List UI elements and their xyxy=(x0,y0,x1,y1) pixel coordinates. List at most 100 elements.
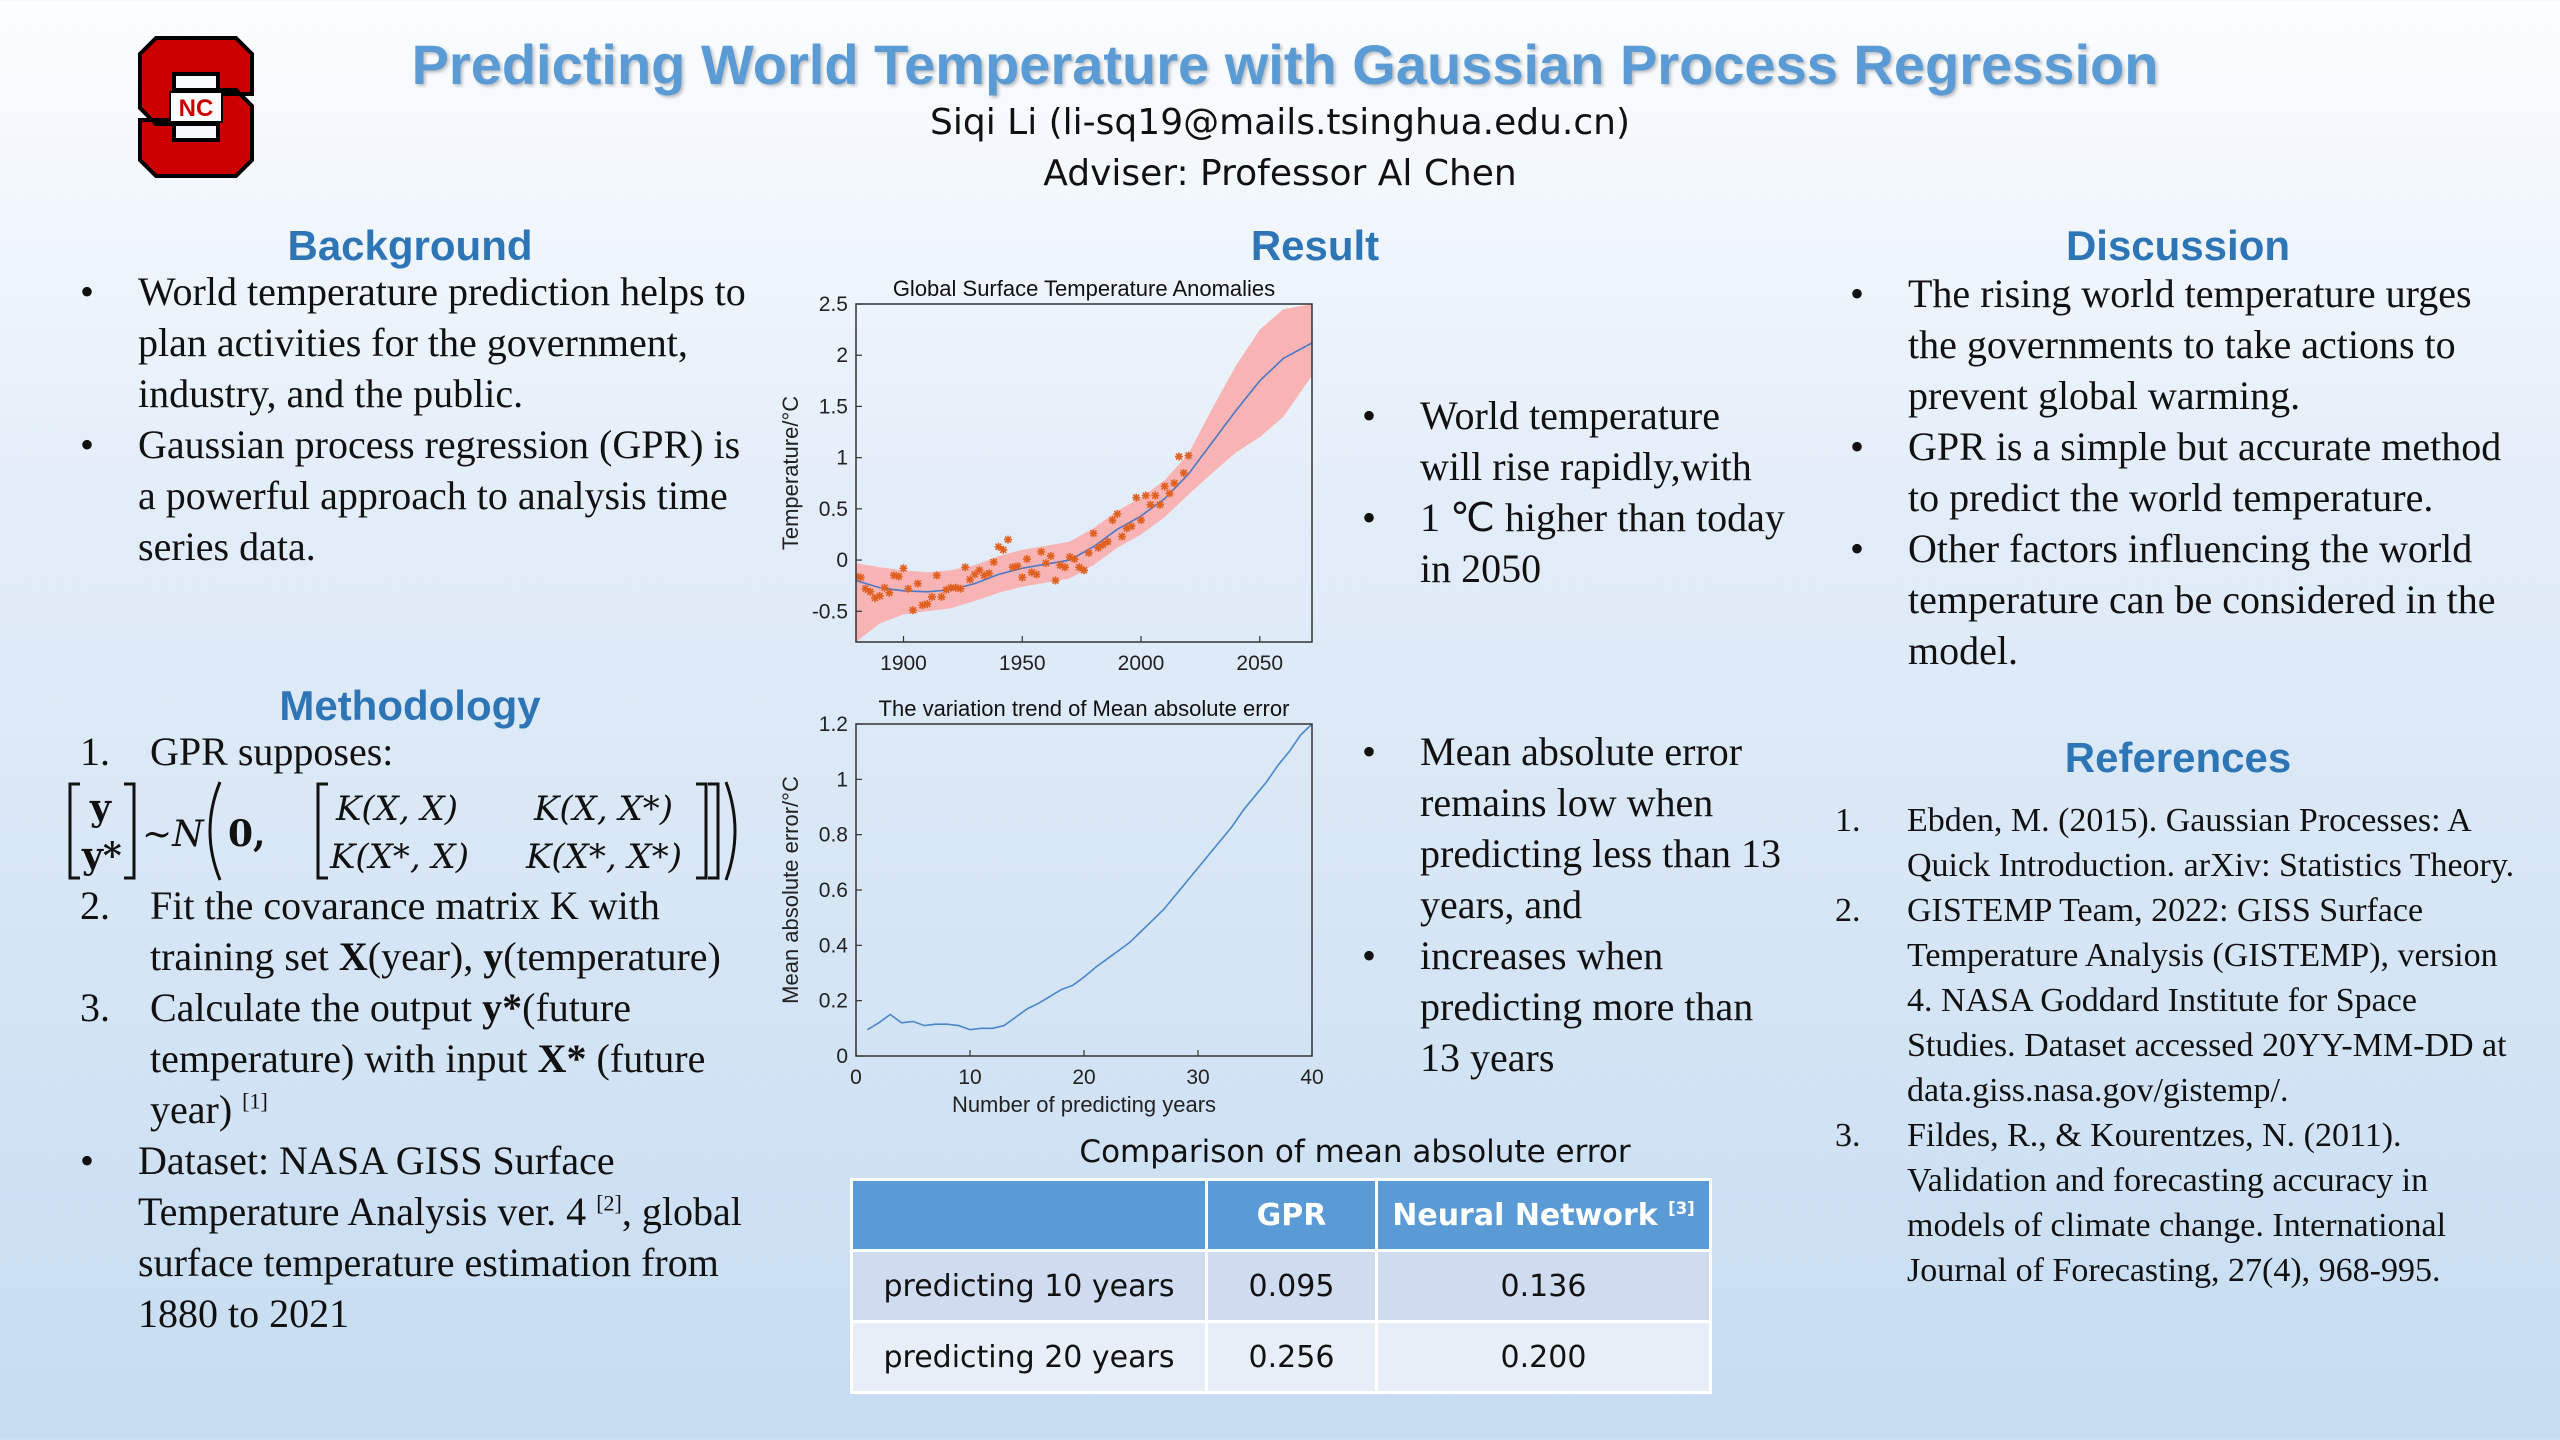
observation-point xyxy=(904,584,913,593)
comparison-table: GPR Neural Network [3] predicting 10 yea… xyxy=(850,1178,1712,1394)
observation-point xyxy=(918,601,927,610)
references-heading: References xyxy=(2064,734,2292,781)
observation-point xyxy=(994,542,1003,551)
y-tick-label: 1 xyxy=(836,768,848,791)
list-item: • Dataset: NASA GISS Surface Temperature … xyxy=(80,1138,742,1336)
x-tick-label: 1900 xyxy=(880,652,927,675)
list-item: 2. Fit the covarance matrix K with traini… xyxy=(80,883,721,979)
observation-point xyxy=(866,587,875,596)
y-axis-label: Temperature/°C xyxy=(778,396,803,550)
svg-text:K(X, X): K(X, X) xyxy=(335,789,458,829)
table-header-cell xyxy=(850,1178,1208,1252)
observation-point xyxy=(890,571,898,580)
observation-point xyxy=(1061,563,1069,572)
discussion-heading: Discussion xyxy=(2065,222,2291,269)
list-item: 1. Ebden, M. (2015). Gaussian Processes: … xyxy=(1835,802,2515,884)
observation-point xyxy=(1094,543,1103,552)
observation-point xyxy=(875,591,884,600)
svg-text:NC: NC xyxy=(179,95,214,122)
svg-text:0,: 0, xyxy=(228,813,266,855)
observation-point xyxy=(970,570,979,579)
result-heading: Result xyxy=(1250,222,1380,269)
adviser-line: Adviser: Professor Al Chen xyxy=(1043,153,1517,194)
confidence-band xyxy=(856,304,1312,642)
observation-point xyxy=(1089,529,1098,538)
observation-point xyxy=(1032,570,1041,579)
observation-point xyxy=(1027,568,1036,577)
mae-line xyxy=(866,723,1313,1031)
observation-point xyxy=(937,592,946,601)
observation-point xyxy=(1042,559,1050,568)
observation-point xyxy=(1160,482,1169,491)
background-heading: Background xyxy=(287,222,533,269)
svg-text:y*: y* xyxy=(81,835,122,877)
x-tick-label: 30 xyxy=(1186,1066,1209,1089)
observation-point xyxy=(961,563,970,572)
mae-chart: 0 10 20 30 40 0 0.2 0.4 0.6 0.8 1 1.2 The variation … xyxy=(778,696,1324,1117)
observation-point xyxy=(1099,540,1107,549)
svg-text:K(X*, X*): K(X*, X*) xyxy=(525,837,682,877)
observation-point xyxy=(1184,451,1193,460)
observation-point xyxy=(899,564,908,573)
result-bullets-1: • World temperature will rise rapidly,wit… xyxy=(1362,390,1792,594)
temperature-chart: 1900 1950 2000 2050 -0.5 0 0.5 1 1.5 2 2.5 Global S… xyxy=(778,276,1313,675)
y-tick-label: 0.4 xyxy=(819,934,849,957)
observation-point xyxy=(1065,552,1074,561)
observation-point xyxy=(1080,566,1088,575)
observation-point xyxy=(1156,500,1164,509)
table-cell: predicting 10 years xyxy=(850,1249,1208,1323)
observation-point xyxy=(985,569,993,578)
observation-point xyxy=(1046,551,1055,560)
observation-point xyxy=(942,585,951,594)
observation-point xyxy=(1008,563,1017,572)
y-tick-label: 0.6 xyxy=(819,879,848,902)
nc-state-logo-icon: NC xyxy=(138,36,254,178)
list-item: • Other factors influencing the world tem… xyxy=(1850,526,2496,673)
y-tick-label: 0.5 xyxy=(819,498,848,521)
y-axis-label: Mean absolute error/°C xyxy=(778,776,803,1004)
y-tick-label: 1 xyxy=(836,447,848,470)
observation-point xyxy=(1146,500,1155,509)
equation-graphic: y y* ~N 0, K(X, X) K(X, X*) K(X*, X) K(X… xyxy=(68,781,737,881)
y-tick-label: 0.8 xyxy=(819,824,848,847)
observation-point xyxy=(1075,563,1084,572)
methodology-list-1: 1. GPR supposes: xyxy=(80,726,760,777)
list-item: 2. GISTEMP Team, 2022: GISS Surface Tempe… xyxy=(1835,892,2507,1109)
gpr-mean-line xyxy=(856,342,1312,593)
observation-point xyxy=(1175,452,1183,461)
table-header-cell: Neural Network [3] xyxy=(1375,1178,1712,1252)
table-cell: 0.200 xyxy=(1375,1320,1712,1394)
observation-point xyxy=(1141,491,1150,500)
list-item: • Mean absolute error remains low when pr… xyxy=(1362,729,1782,927)
observation-point xyxy=(1018,573,1027,582)
list-item: • World temperature prediction helps to p… xyxy=(80,269,746,416)
observation-point xyxy=(1108,516,1117,525)
svg-text:K(X*, X): K(X*, X) xyxy=(329,837,469,877)
observation-point xyxy=(1023,555,1031,564)
x-tick-label: 1950 xyxy=(999,652,1046,675)
table-cell: 0.136 xyxy=(1375,1249,1712,1323)
methodology-list-2: 2. Fit the covarance matrix K with traini… xyxy=(80,880,760,1339)
observation-point xyxy=(1165,489,1174,498)
references-list: 1. Ebden, M. (2015). Gaussian Processes: … xyxy=(1835,798,2515,1293)
table-cell: 0.095 xyxy=(1205,1249,1378,1323)
background-list: • World temperature prediction helps to p… xyxy=(80,266,760,572)
author-line: Siqi Li (li-sq19@mails.tsinghua.edu.cn) xyxy=(929,102,1631,143)
observation-point xyxy=(1170,479,1179,488)
observation-point xyxy=(1113,509,1122,518)
observation-point xyxy=(861,584,870,593)
observation-point xyxy=(871,593,879,602)
observation-point xyxy=(947,583,955,592)
gpr-equation: y y* ~N 0, K(X, X) K(X, X*) K(X*, X) K(X… xyxy=(64,776,744,886)
y-tick-label: 1.5 xyxy=(819,395,848,418)
observation-point xyxy=(1013,562,1022,571)
x-tick-label: 40 xyxy=(1300,1066,1323,1089)
table-header-cell: GPR xyxy=(1205,1178,1378,1252)
list-item: • World temperature will rise rapidly,wit… xyxy=(1362,393,1752,489)
observation-point xyxy=(1151,491,1160,500)
list-item: • GPR is a simple but accurate method to … xyxy=(1850,424,2502,520)
table-cell: 0.256 xyxy=(1205,1320,1378,1394)
university-logo: NC xyxy=(136,34,256,180)
observation-point xyxy=(980,571,989,580)
observation-point xyxy=(1084,548,1093,557)
